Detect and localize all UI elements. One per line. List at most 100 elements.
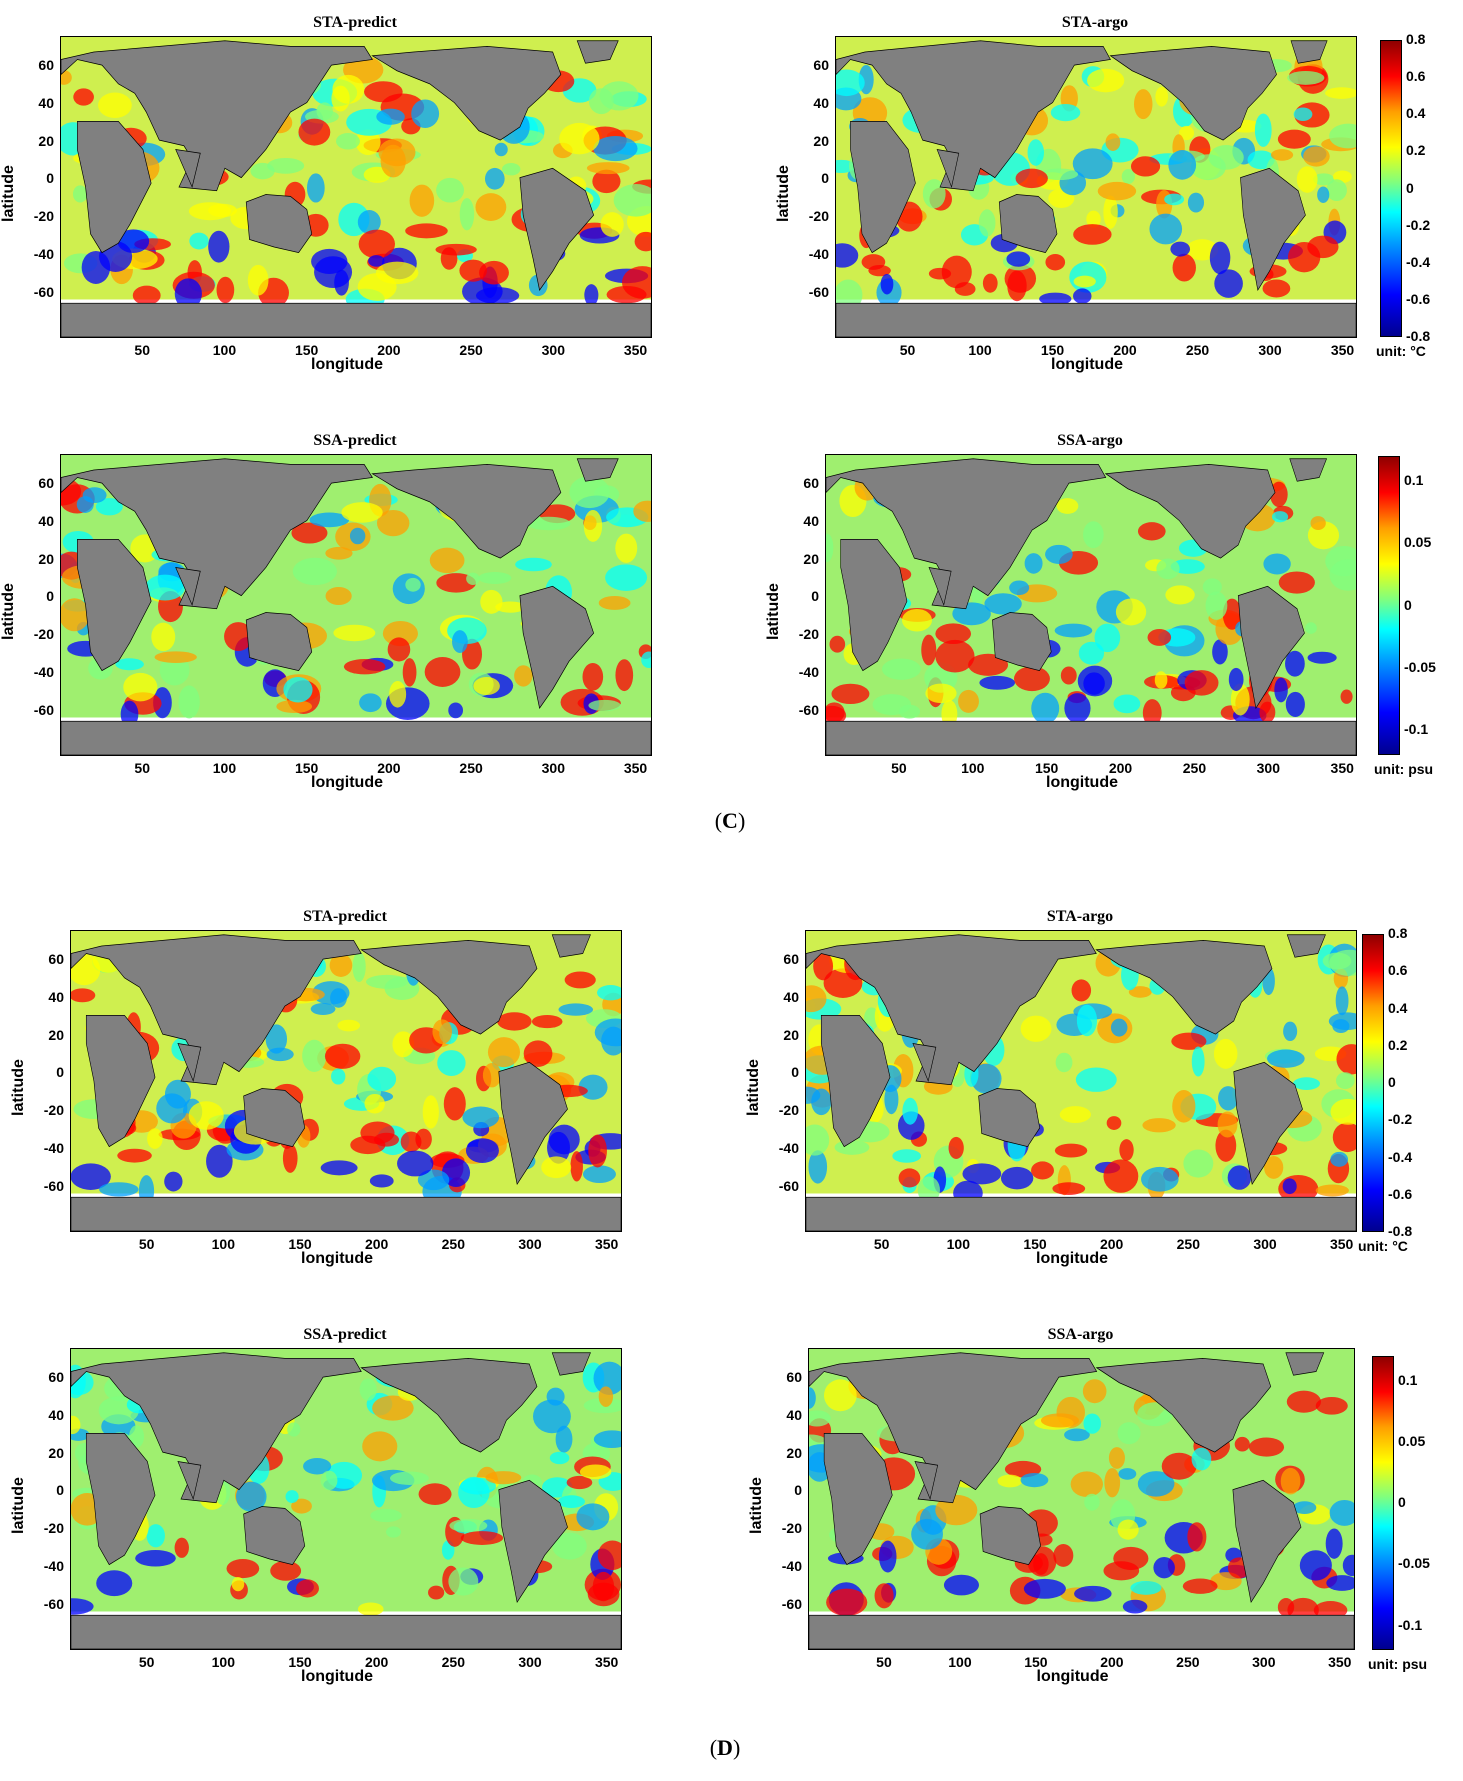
panel-title: STA-predict bbox=[303, 908, 387, 925]
landmass bbox=[61, 458, 373, 610]
anomaly-blob bbox=[1212, 639, 1228, 665]
anomaly-blob bbox=[1121, 169, 1135, 184]
anomaly-blob bbox=[73, 88, 94, 106]
anomaly-blob bbox=[1045, 544, 1073, 564]
anomaly-blob bbox=[1137, 1471, 1175, 1497]
anomaly-blob bbox=[1165, 585, 1195, 605]
anomaly-blob bbox=[1020, 1472, 1049, 1488]
panel-title: STA-argo bbox=[1061, 14, 1129, 31]
anomaly-blob bbox=[588, 1134, 607, 1168]
anomaly-blob bbox=[1006, 251, 1031, 267]
anomaly-blob bbox=[1153, 1556, 1175, 1579]
anomaly-blob bbox=[943, 1574, 980, 1596]
landmass bbox=[551, 934, 591, 958]
anomaly-map bbox=[825, 454, 1357, 756]
figure-label-d: (D) bbox=[709, 1735, 741, 1760]
landmass bbox=[914, 1461, 939, 1501]
x-tick-label: 200 bbox=[364, 1236, 389, 1252]
colorbar-tick-label: -0.4 bbox=[1388, 1148, 1413, 1165]
anomaly-blob bbox=[1335, 986, 1349, 1016]
anomaly-blob bbox=[1315, 1397, 1348, 1415]
anomaly-blob bbox=[1267, 1049, 1305, 1068]
anomaly-blob bbox=[1094, 623, 1121, 653]
anomaly-blob bbox=[588, 699, 621, 712]
map-canvas bbox=[806, 931, 1356, 1231]
x-tick-label: 150 bbox=[288, 1236, 312, 1252]
anomaly-blob bbox=[829, 635, 846, 653]
x-axis-label: longitude bbox=[311, 774, 383, 791]
x-axis-label: longitude bbox=[1036, 1668, 1109, 1685]
anomaly-blob bbox=[1313, 1601, 1348, 1620]
anomaly-blob bbox=[132, 285, 161, 306]
colorbar-tick-label: -0.1 bbox=[1404, 721, 1429, 738]
y-tick-label: 40 bbox=[48, 1406, 64, 1423]
anomaly-map bbox=[70, 1348, 622, 1650]
anomaly-blob bbox=[1209, 241, 1231, 275]
anomaly-blob bbox=[582, 662, 604, 691]
landmass bbox=[1095, 939, 1273, 1035]
landmass bbox=[245, 194, 313, 254]
anomaly-blob bbox=[129, 1425, 145, 1448]
y-tick-label: -60 bbox=[798, 701, 819, 718]
anomaly-blob bbox=[1083, 672, 1105, 695]
anomaly-blob bbox=[592, 169, 621, 194]
anomaly-blob bbox=[806, 1124, 830, 1156]
colorbar-tick-label: 0.2 bbox=[1406, 142, 1426, 159]
y-tick-label: -60 bbox=[43, 1595, 64, 1612]
y-tick-label: -20 bbox=[43, 1520, 64, 1537]
anomaly-blob bbox=[1072, 148, 1113, 180]
anomaly-blob bbox=[358, 229, 396, 259]
anomaly-blob bbox=[1183, 1149, 1214, 1178]
colorbar-tick-label: 0.6 bbox=[1388, 962, 1408, 979]
y-tick-label: -20 bbox=[33, 626, 54, 643]
colorbar-unit: unit: psu bbox=[1368, 1656, 1428, 1672]
anomaly-blob bbox=[1041, 168, 1079, 181]
anomaly-blob bbox=[806, 985, 827, 1013]
anomaly-blob bbox=[1033, 1553, 1049, 1575]
landmass bbox=[1240, 167, 1306, 291]
anomaly-blob bbox=[598, 596, 631, 610]
anomaly-blob bbox=[1083, 521, 1104, 549]
x-tick-label: 50 bbox=[138, 1654, 155, 1670]
anomaly-blob bbox=[1342, 1554, 1354, 1577]
y-axis-label: latitude bbox=[10, 1059, 27, 1116]
y-axis-label: latitude bbox=[765, 583, 782, 640]
anomaly-blob bbox=[1009, 580, 1030, 596]
anomaly-blob bbox=[71, 988, 96, 1003]
anomaly-blob bbox=[392, 1031, 415, 1058]
anomaly-blob bbox=[432, 1019, 453, 1045]
anomaly-blob bbox=[282, 1143, 298, 1173]
map-canvas bbox=[71, 931, 621, 1231]
anomaly-blob bbox=[1274, 677, 1288, 703]
landmass bbox=[498, 1479, 568, 1603]
x-tick-label: 150 bbox=[1034, 760, 1059, 776]
anomaly-blob bbox=[478, 572, 512, 584]
y-tick-label: 60 bbox=[813, 57, 829, 74]
y-tick-label: 60 bbox=[783, 951, 799, 968]
anomaly-blob bbox=[1259, 701, 1276, 723]
y-tick-label: -60 bbox=[33, 701, 54, 718]
anomaly-blob bbox=[1336, 1044, 1356, 1075]
anomaly-blob bbox=[1040, 1413, 1080, 1428]
anomaly-blob bbox=[1161, 1452, 1197, 1480]
anomaly-blob bbox=[1020, 1015, 1052, 1042]
anomaly-blob bbox=[390, 1471, 429, 1485]
y-tick-label: 40 bbox=[38, 512, 54, 529]
anomaly-blob bbox=[310, 1003, 336, 1015]
colorbar-tick-label: -0.4 bbox=[1406, 253, 1431, 270]
colorbar-tick-label: -0.05 bbox=[1398, 1555, 1430, 1572]
y-tick-label: 0 bbox=[56, 1482, 64, 1499]
anomaly-blob bbox=[826, 705, 847, 725]
landmass bbox=[850, 121, 916, 254]
anomaly-blob bbox=[1064, 693, 1091, 724]
anomaly-blob bbox=[1293, 1077, 1320, 1090]
anomaly-blob bbox=[1171, 1032, 1207, 1050]
anomaly-blob bbox=[1214, 269, 1243, 298]
anomaly-blob bbox=[369, 1174, 394, 1188]
landmass bbox=[61, 40, 373, 192]
x-tick-label: 300 bbox=[1252, 1654, 1276, 1670]
anomaly-blob bbox=[1335, 1072, 1355, 1090]
y-axis-label: latitude bbox=[10, 1477, 27, 1534]
anomaly-blob bbox=[1155, 86, 1169, 107]
anomaly-blob bbox=[1326, 1575, 1354, 1591]
